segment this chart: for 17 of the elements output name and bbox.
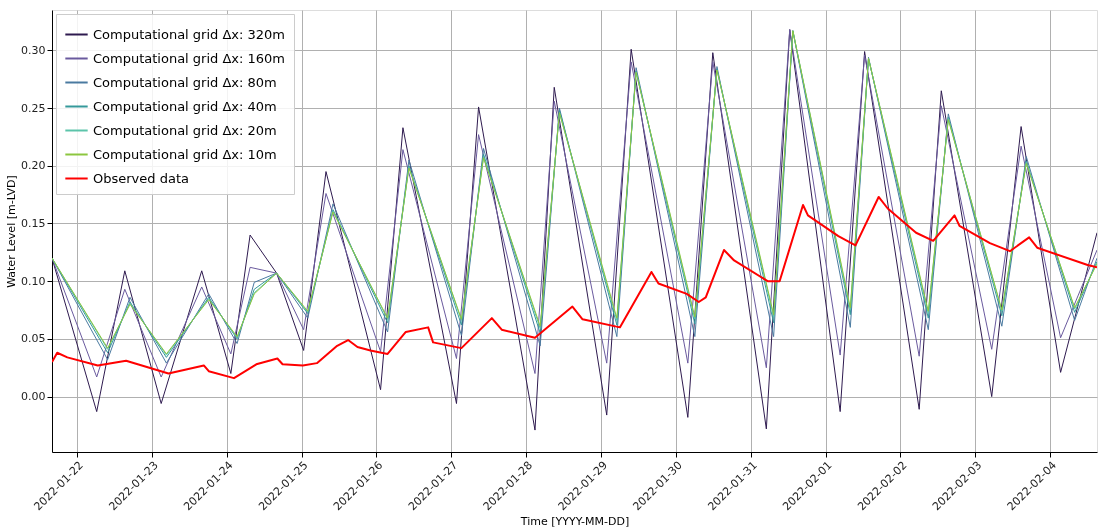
y-tick-label: 0.15 [21,217,46,230]
y-tick-label: 0.05 [21,332,46,346]
legend-label: Computational grid Δx: 80m [93,74,277,90]
x-axis-title: Time [YYYY-MM-DD] [519,515,630,529]
y-tick-label: 0.10 [21,274,46,288]
legend-label: Computational grid Δx: 20m [93,122,277,138]
line-series [52,195,1097,380]
y-tick-label: 0.20 [21,159,46,173]
y-tick-label: 0.30 [21,43,46,57]
legend-label: Computational grid Δx: 10m [93,146,277,162]
legend-label: Computational grid Δx: 320m [93,26,286,42]
y-tick-label: 0.00 [21,390,46,404]
legend-label: Computational grid Δx: 40m [93,98,277,114]
y-tick-label: 0.25 [21,101,46,115]
legend-label: Computational grid Δx: 160m [93,50,286,66]
legend-label: Observed data [93,170,189,186]
y-axis-title: Water Level [m-LVD] [5,175,19,288]
